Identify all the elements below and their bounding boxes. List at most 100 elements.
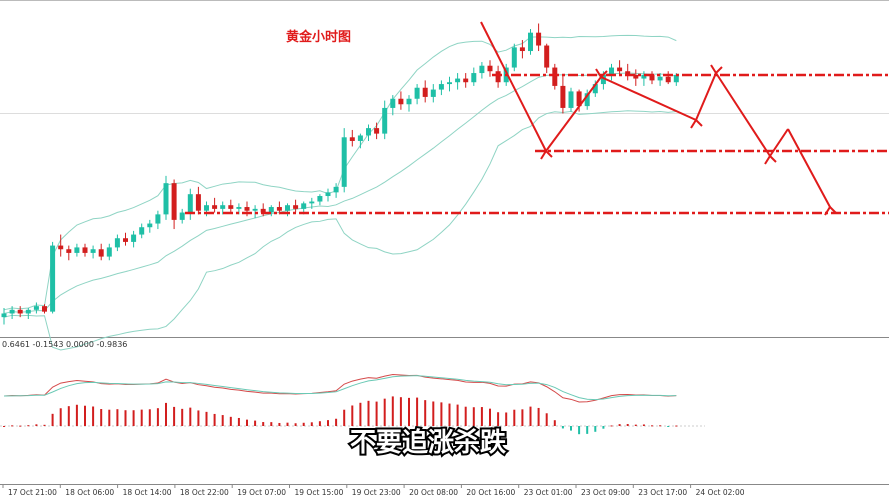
candle-body bbox=[147, 223, 153, 228]
macd-bar bbox=[634, 424, 637, 426]
macd-bar bbox=[505, 412, 508, 426]
candle-body bbox=[317, 196, 323, 202]
macd-bar bbox=[351, 405, 354, 426]
candle-body bbox=[592, 84, 598, 94]
candle-body bbox=[430, 89, 436, 97]
macd-bar bbox=[367, 400, 370, 426]
macd-bar bbox=[667, 426, 670, 427]
candle-body bbox=[625, 71, 631, 75]
macd-bar bbox=[472, 407, 475, 426]
macd-bar bbox=[189, 407, 192, 426]
macd-bar bbox=[651, 425, 653, 427]
candle-body bbox=[106, 247, 112, 257]
candlestick-series bbox=[1, 23, 679, 325]
x-axis-ticks: 17 Oct 21:00 18 Oct 06:00 18 Oct 14:00 18 O… bbox=[2, 484, 745, 497]
candle-body bbox=[600, 74, 606, 85]
candle-body bbox=[139, 227, 145, 235]
signal-line bbox=[3, 375, 677, 401]
candle-body bbox=[276, 207, 282, 211]
candle-body bbox=[114, 238, 120, 248]
macd-bar bbox=[545, 413, 548, 426]
x-tick-label: 18 Oct 14:00 bbox=[123, 488, 172, 497]
candle-body bbox=[479, 65, 485, 74]
candle-body bbox=[333, 186, 339, 193]
candle-body bbox=[74, 247, 80, 253]
bollinger-bands bbox=[3, 34, 677, 351]
candle-body bbox=[568, 91, 574, 108]
macd-bar bbox=[586, 426, 589, 434]
candle-body bbox=[285, 205, 290, 211]
macd-bar bbox=[424, 400, 427, 426]
macd-bar bbox=[408, 397, 410, 426]
macd-bar bbox=[51, 413, 54, 426]
candle-body bbox=[584, 93, 590, 107]
candle-body bbox=[268, 207, 274, 213]
annotation-arrow bbox=[600, 76, 697, 121]
macd-bar bbox=[675, 425, 678, 427]
candle-body bbox=[220, 205, 226, 209]
indicator-values: 0.6461 -0.1543 0.0000 -0.9836 bbox=[2, 340, 127, 349]
x-tick-label: 23 Oct 09:00 bbox=[581, 488, 630, 497]
macd-bar bbox=[75, 404, 78, 426]
macd-bar bbox=[513, 409, 516, 426]
macd-bar bbox=[375, 401, 378, 426]
candle-body bbox=[244, 207, 250, 211]
x-tick-label: 18 Oct 06:00 bbox=[65, 488, 114, 497]
candle-body bbox=[422, 87, 428, 97]
candle-body bbox=[212, 205, 218, 209]
candle-body bbox=[82, 247, 88, 253]
candle-body bbox=[252, 208, 258, 211]
x-tick-label: 20 Oct 16:00 bbox=[466, 488, 515, 497]
macd-bar bbox=[464, 406, 467, 426]
macd-bar bbox=[205, 411, 208, 426]
macd-bar bbox=[480, 407, 483, 426]
macd-bar bbox=[497, 412, 500, 426]
band-middle bbox=[3, 72, 677, 314]
candle-body bbox=[487, 65, 493, 72]
x-tick-label: 17 Oct 21:00 bbox=[8, 488, 57, 497]
macd-bar bbox=[448, 403, 451, 426]
candle-body bbox=[131, 234, 137, 242]
band-upper bbox=[3, 34, 677, 311]
x-tick-label: 20 Oct 08:00 bbox=[409, 488, 458, 497]
macd-bar bbox=[43, 424, 46, 426]
candle-body bbox=[374, 128, 380, 134]
candle-body bbox=[325, 192, 331, 197]
macd-bar bbox=[294, 423, 297, 426]
macd-bar bbox=[594, 426, 597, 432]
candle-body bbox=[519, 47, 525, 52]
macd-bar bbox=[221, 415, 224, 426]
panel-frame bbox=[0, 0, 889, 485]
candle-body bbox=[50, 245, 56, 312]
macd-bar bbox=[578, 426, 581, 435]
candle-body bbox=[495, 71, 501, 83]
macd-bar bbox=[181, 408, 184, 426]
macd-bar bbox=[132, 410, 135, 426]
candle-body bbox=[123, 238, 128, 242]
macd-bar bbox=[440, 402, 443, 426]
candle-body bbox=[33, 306, 39, 310]
candle-body bbox=[260, 208, 266, 213]
macd-bar bbox=[610, 425, 613, 427]
macd-bar bbox=[11, 425, 14, 427]
macd-bar bbox=[165, 402, 167, 426]
macd-bar bbox=[278, 422, 281, 426]
macd-bar bbox=[432, 401, 435, 426]
candle-body bbox=[447, 82, 452, 85]
candle-body bbox=[366, 128, 371, 136]
macd-bar bbox=[570, 426, 572, 431]
macd-bar bbox=[213, 413, 216, 426]
macd-bar bbox=[140, 409, 143, 426]
macd-bar bbox=[489, 408, 491, 426]
macd-bar bbox=[197, 410, 200, 426]
candle-body bbox=[528, 32, 533, 52]
macd-bar bbox=[262, 422, 265, 426]
macd-bar bbox=[59, 408, 62, 426]
candle-body bbox=[560, 85, 566, 108]
candle-body bbox=[228, 205, 234, 209]
macd-bar bbox=[626, 423, 629, 426]
macd-bar bbox=[108, 409, 111, 426]
candle-body bbox=[187, 194, 193, 213]
candle-body bbox=[204, 205, 209, 211]
candle-body bbox=[301, 203, 307, 209]
